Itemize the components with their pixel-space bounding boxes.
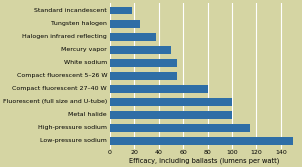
Bar <box>110 46 171 54</box>
Bar <box>110 7 132 15</box>
Bar <box>110 124 250 132</box>
Bar <box>110 72 177 79</box>
Bar <box>110 98 232 106</box>
Bar <box>110 59 177 67</box>
Bar <box>110 111 232 119</box>
Bar <box>110 33 156 41</box>
X-axis label: Efficacy, including ballasts (lumens per watt): Efficacy, including ballasts (lumens per… <box>129 158 280 164</box>
Bar <box>110 20 140 28</box>
Bar <box>110 85 207 93</box>
Bar <box>110 137 293 145</box>
